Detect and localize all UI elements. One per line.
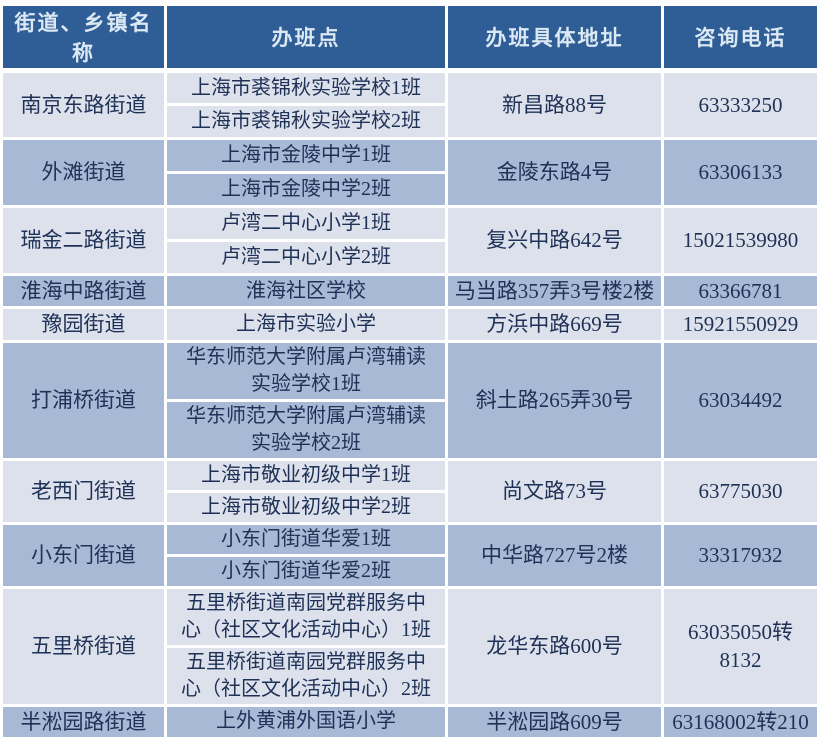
site-cell: 上海市金陵中学2班 <box>166 173 447 207</box>
site-cell: 上海市裘锦秋实验学校1班 <box>166 71 447 105</box>
phone-cell: 15921550929 <box>663 308 817 341</box>
street-cell: 瑞金二路街道 <box>2 207 166 275</box>
table-row: 外滩街道 上海市金陵中学1班 金陵东路4号 63306133 <box>2 139 817 173</box>
address-cell: 马当路357弄3号楼2楼 <box>447 275 663 308</box>
street-cell: 老西门街道 <box>2 459 166 523</box>
site-cell: 五里桥街道南园党群服务中心（社区文化活动中心）1班 <box>166 587 447 646</box>
address-cell: 复兴中路642号 <box>447 207 663 275</box>
table-row: 淮海中路街道 淮海社区学校 马当路357弄3号楼2楼 63366781 <box>2 275 817 308</box>
phone-cell: 63034492 <box>663 341 817 459</box>
street-cell: 打浦桥街道 <box>2 341 166 459</box>
address-cell: 斜土路265弄30号 <box>447 341 663 459</box>
site-cell: 卢湾二中心小学2班 <box>166 241 447 275</box>
street-cell: 淮海中路街道 <box>2 275 166 308</box>
phone-cell: 33317932 <box>663 523 817 587</box>
address-cell: 方浜中路669号 <box>447 308 663 341</box>
col-header-address: 办班具体地址 <box>447 5 663 71</box>
table-row: 老西门街道 上海市敬业初级中学1班 尚文路73号 63775030 <box>2 459 817 491</box>
address-cell: 金陵东路4号 <box>447 139 663 207</box>
site-cell: 上外黄浦外国语小学 <box>166 705 447 738</box>
street-cell: 五里桥街道 <box>2 587 166 705</box>
phone-cell: 63333250 <box>663 71 817 139</box>
site-cell: 小东门街道华爱1班 <box>166 523 447 555</box>
table-row: 瑞金二路街道 卢湾二中心小学1班 复兴中路642号 15021539980 <box>2 207 817 241</box>
phone-cell: 15021539980 <box>663 207 817 275</box>
phone-cell: 63366781 <box>663 275 817 308</box>
site-cell: 上海市实验小学 <box>166 308 447 341</box>
address-cell: 龙华东路600号 <box>447 587 663 705</box>
street-cell: 半淞园路街道 <box>2 705 166 738</box>
table-row: 小东门街道 小东门街道华爱1班 中华路727号2楼 33317932 <box>2 523 817 555</box>
phone-cell: 63168002转210 <box>663 705 817 738</box>
site-cell: 淮海社区学校 <box>166 275 447 308</box>
col-header-class-site: 办班点 <box>166 5 447 71</box>
address-cell: 新昌路88号 <box>447 71 663 139</box>
address-cell: 半淞园路609号 <box>447 705 663 738</box>
header-row: 街道、乡镇名称 办班点 办班具体地址 咨询电话 <box>2 5 817 71</box>
phone-cell: 63775030 <box>663 459 817 523</box>
table-row: 五里桥街道 五里桥街道南园党群服务中心（社区文化活动中心）1班 龙华东路600号… <box>2 587 817 646</box>
site-cell: 五里桥街道南园党群服务中心（社区文化活动中心）2班 <box>166 646 447 705</box>
site-cell: 上海市敬业初级中学1班 <box>166 459 447 491</box>
site-cell: 上海市裘锦秋实验学校2班 <box>166 105 447 139</box>
site-cell: 华东师范大学附属卢湾辅读实验学校1班 <box>166 341 447 400</box>
street-cell: 南京东路街道 <box>2 71 166 139</box>
site-cell: 上海市金陵中学1班 <box>166 139 447 173</box>
site-cell: 小东门街道华爱2班 <box>166 555 447 587</box>
phone-cell: 63035050转8132 <box>663 587 817 705</box>
site-cell: 上海市敬业初级中学2班 <box>166 491 447 523</box>
address-cell: 尚文路73号 <box>447 459 663 523</box>
site-cell: 卢湾二中心小学1班 <box>166 207 447 241</box>
street-cell: 外滩街道 <box>2 139 166 207</box>
col-header-phone: 咨询电话 <box>663 5 817 71</box>
table-row: 豫园街道 上海市实验小学 方浜中路669号 15921550929 <box>2 308 817 341</box>
street-cell: 小东门街道 <box>2 523 166 587</box>
phone-cell: 63306133 <box>663 139 817 207</box>
site-cell: 华东师范大学附属卢湾辅读实验学校2班 <box>166 400 447 459</box>
street-cell: 豫园街道 <box>2 308 166 341</box>
col-header-street-town: 街道、乡镇名称 <box>2 5 166 71</box>
table-row: 半淞园路街道 上外黄浦外国语小学 半淞园路609号 63168002转210 <box>2 705 817 738</box>
address-cell: 中华路727号2楼 <box>447 523 663 587</box>
table-row: 南京东路街道 上海市裘锦秋实验学校1班 新昌路88号 63333250 <box>2 71 817 105</box>
class-locations-table: 街道、乡镇名称 办班点 办班具体地址 咨询电话 南京东路街道 上海市裘锦秋实验学… <box>0 3 817 740</box>
table-row: 打浦桥街道 华东师范大学附属卢湾辅读实验学校1班 斜土路265弄30号 6303… <box>2 341 817 400</box>
